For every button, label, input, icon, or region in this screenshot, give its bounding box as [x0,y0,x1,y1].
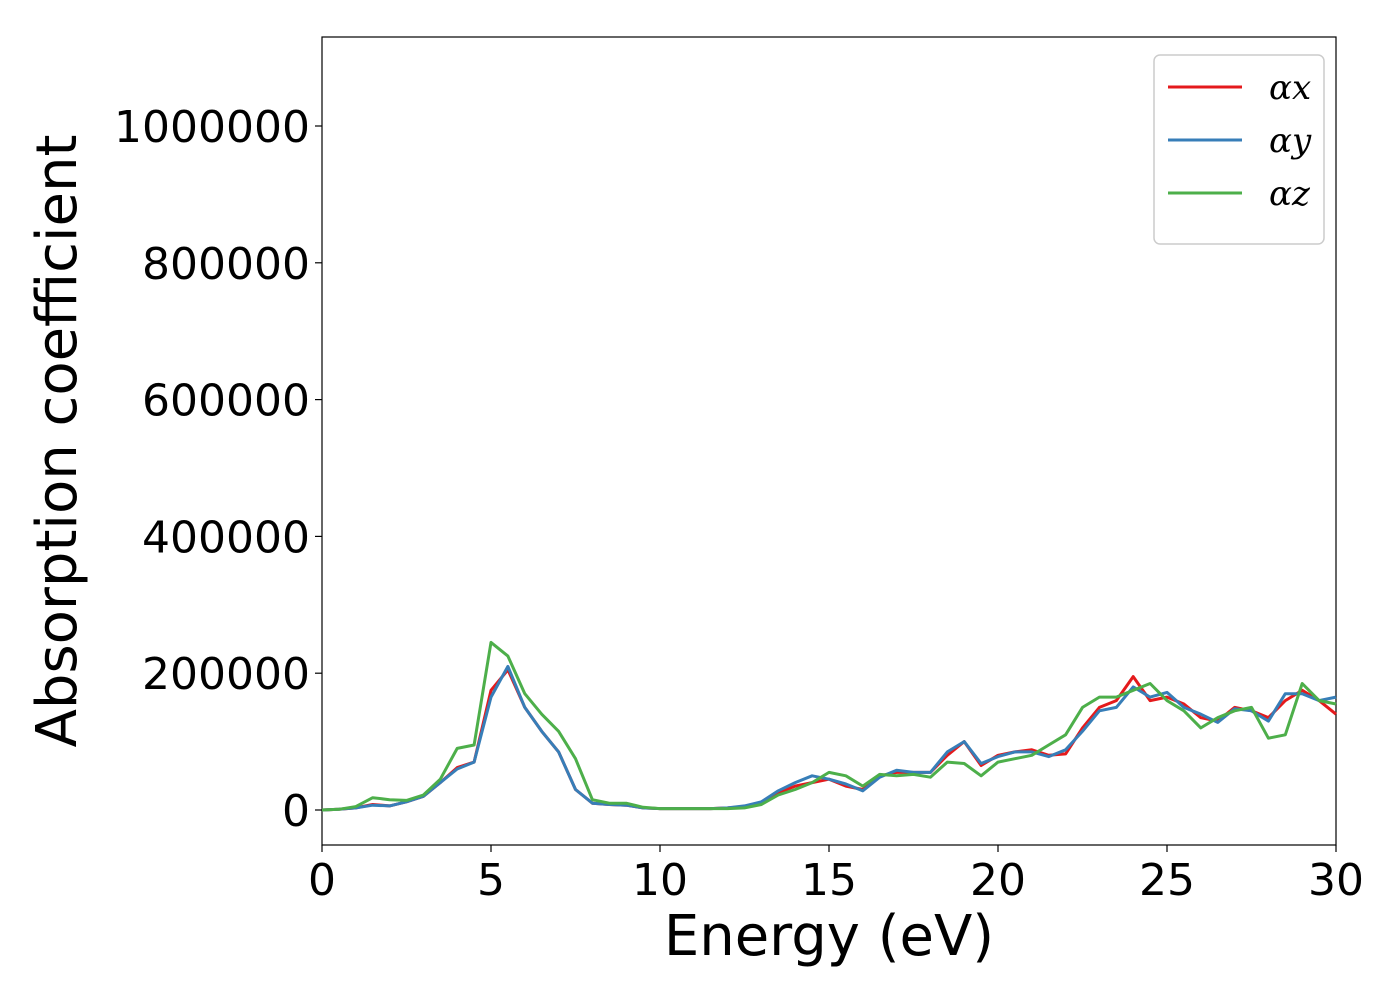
y-tick-label: 1000000 [114,102,310,153]
legend-label: αx [1269,68,1311,108]
y-tick-label: 200000 [142,649,310,700]
data-line [321,664,1337,812]
y-tick-label: 400000 [142,512,310,563]
data-line [321,640,1337,812]
y-tick-label: 0 [282,786,310,837]
legend-label: αy [1269,121,1312,161]
x-tick-label: 0 [308,855,336,906]
x-tick-label: 25 [1139,855,1195,906]
legend-label: αz [1269,174,1311,214]
legend-frame [1153,54,1325,245]
x-tick-label: 30 [1308,855,1364,906]
x-tick-label: 5 [477,855,505,906]
y-tick-label: 800000 [142,239,310,290]
x-tick-label: 10 [632,855,688,906]
x-tick-label: 15 [801,855,857,906]
x-tick-label: 20 [970,855,1026,906]
y-tick-label: 600000 [142,376,310,427]
x-axis-label: Energy (eV) [664,904,994,969]
y-axis-label: Absorption coefficient [25,135,90,748]
